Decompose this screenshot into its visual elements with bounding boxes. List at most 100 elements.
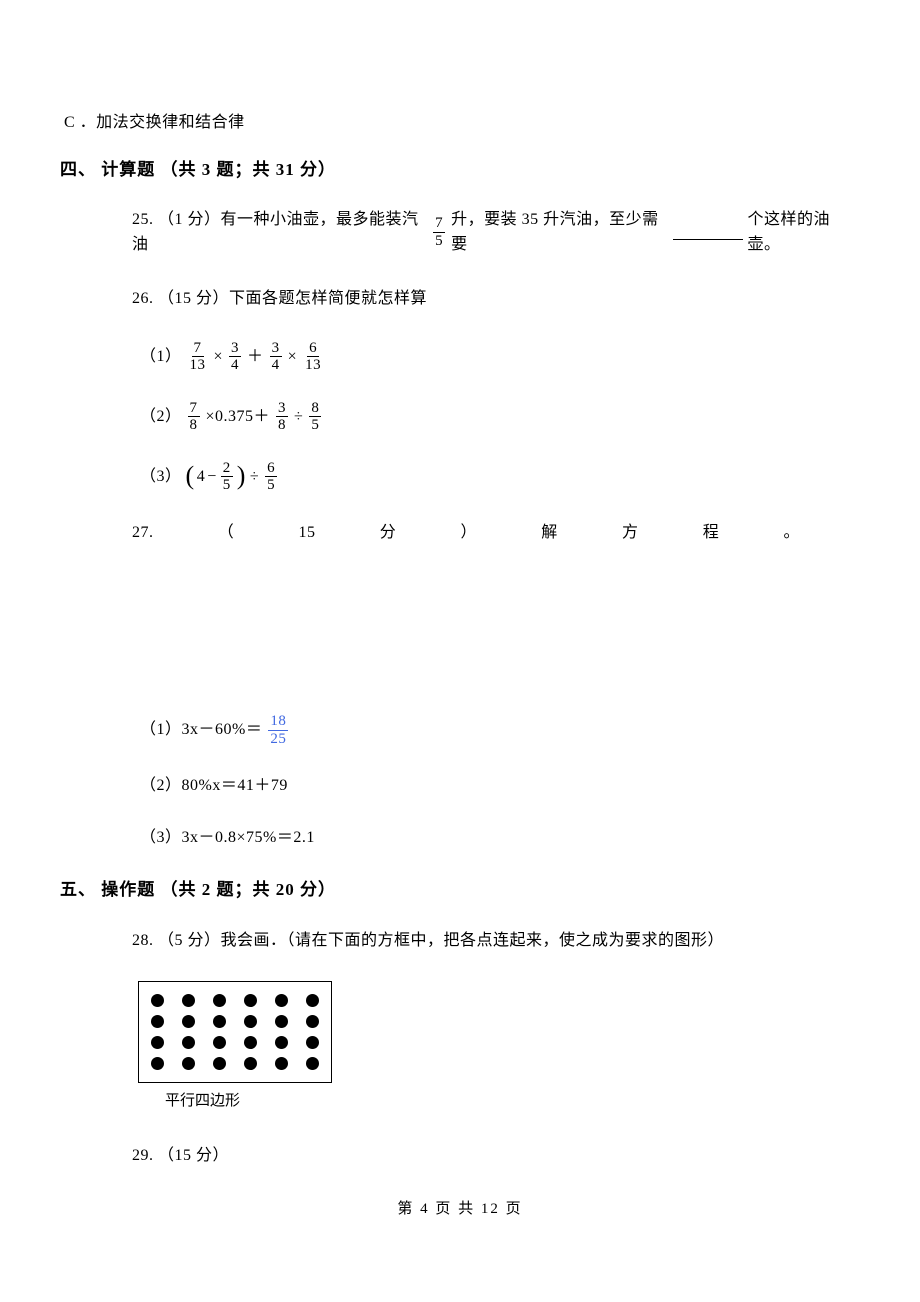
page-footer: 第 4 页 共 12 页 <box>60 1197 860 1221</box>
dot[interactable] <box>151 1057 164 1070</box>
q26-sub-2: （2） 78 ×0.375＋ 38 ÷ 85 <box>140 400 860 434</box>
dot[interactable] <box>244 994 257 1007</box>
fraction: 34 <box>270 340 282 374</box>
q27-sub-3: （3）3x－0.8×75%＝2.1 <box>140 825 860 851</box>
q25-text-pre: 25. （1 分）有一种小油壶，最多能装汽油 <box>132 207 427 258</box>
times-symbol: × <box>288 344 298 370</box>
q27-part: 解 <box>541 520 558 546</box>
dot-row <box>151 1011 319 1032</box>
frac-den: 5 <box>265 477 277 494</box>
whole-number: 4 <box>197 464 206 490</box>
dot-row <box>151 1032 319 1053</box>
frac-num: 6 <box>307 340 319 358</box>
expr-text: （1）3x－60%＝ <box>140 717 262 743</box>
section-5-heading: 五、 操作题 （共 2 题；共 20 分） <box>60 876 860 903</box>
dot[interactable] <box>275 994 288 1007</box>
dot[interactable] <box>182 1057 195 1070</box>
section-4-heading: 四、 计算题 （共 3 题；共 31 分） <box>60 156 860 183</box>
dot[interactable] <box>151 1015 164 1028</box>
fraction: 34 <box>229 340 241 374</box>
frac-den: 5 <box>221 477 233 494</box>
fraction-blue: 1825 <box>268 713 288 747</box>
q27-part: 15 <box>298 520 315 546</box>
frac-num: 18 <box>268 713 288 731</box>
fraction: 25 <box>221 460 233 494</box>
dot[interactable] <box>151 1036 164 1049</box>
frac-den: 25 <box>268 731 288 748</box>
dot[interactable] <box>275 1015 288 1028</box>
frac-num: 3 <box>229 340 241 358</box>
dot-row <box>151 990 319 1011</box>
frac-num: 7 <box>433 215 445 233</box>
q25-text-mid: 升，要装 35 升汽油，至少需要 <box>451 207 669 258</box>
dot[interactable] <box>213 1057 226 1070</box>
q27-part: （ <box>218 520 235 546</box>
minus-symbol: − <box>207 464 217 490</box>
question-29: 29. （15 分） <box>132 1143 860 1169</box>
dot[interactable] <box>275 1036 288 1049</box>
dot[interactable] <box>244 1057 257 1070</box>
expr-text: （2）80%x＝41＋79 <box>140 773 288 799</box>
q27-part: 27. <box>132 520 154 546</box>
question-27: 27. （ 15 分 ） 解 方 程 。 <box>132 520 800 546</box>
dot[interactable] <box>182 1015 195 1028</box>
option-c: C ．加法交换律和结合律 <box>64 110 860 136</box>
right-paren: ) <box>237 463 246 489</box>
expr-text: ×0.375＋ <box>206 404 271 430</box>
q27-sub-2: （2）80%x＝41＋79 <box>140 773 860 799</box>
divide-symbol: ÷ <box>250 464 259 490</box>
fraction: 65 <box>265 460 277 494</box>
frac-den: 4 <box>270 357 282 374</box>
q25-fraction: 7 5 <box>433 215 445 249</box>
dot[interactable] <box>244 1036 257 1049</box>
dot[interactable] <box>213 994 226 1007</box>
dot[interactable] <box>151 994 164 1007</box>
sub-label: （1） <box>140 344 182 370</box>
frac-num: 7 <box>192 340 204 358</box>
q25-text-post: 个这样的油壶。 <box>747 207 860 258</box>
q27-part: 分 <box>380 520 397 546</box>
fill-blank[interactable] <box>673 224 743 240</box>
expr-text: （3）3x－0.8×75%＝2.1 <box>140 825 315 851</box>
dot-grid-caption: 平行四边形 <box>165 1089 860 1113</box>
question-28: 28. （5 分）我会画．（请在下面的方框中，把各点连起来，使之成为要求的图形） <box>132 928 860 954</box>
dot[interactable] <box>213 1036 226 1049</box>
q26-sub-3: （3） ( 4 − 25 ) ÷ 65 <box>140 460 860 494</box>
fraction: 85 <box>309 400 321 434</box>
frac-den: 5 <box>433 233 445 250</box>
frac-den: 13 <box>303 357 323 374</box>
frac-num: 3 <box>270 340 282 358</box>
frac-den: 8 <box>188 417 200 434</box>
fraction: 713 <box>188 340 208 374</box>
dot[interactable] <box>182 1036 195 1049</box>
dot[interactable] <box>306 1015 319 1028</box>
dot[interactable] <box>213 1015 226 1028</box>
times-symbol: × <box>214 344 224 370</box>
paren-expression: ( 4 − 25 ) <box>186 460 246 494</box>
question-25: 25. （1 分）有一种小油壶，最多能装汽油 7 5 升，要装 35 升汽油，至… <box>132 207 860 258</box>
frac-den: 5 <box>309 417 321 434</box>
question-26: 26. （15 分）下面各题怎样简便就怎样算 <box>132 286 860 312</box>
frac-num: 3 <box>276 400 288 418</box>
frac-num: 2 <box>221 460 233 478</box>
frac-den: 13 <box>188 357 208 374</box>
frac-den: 8 <box>276 417 288 434</box>
fraction: 78 <box>188 400 200 434</box>
dot[interactable] <box>306 994 319 1007</box>
sub-label: （2） <box>140 404 182 430</box>
plus-symbol: ＋ <box>247 344 264 370</box>
dot[interactable] <box>275 1057 288 1070</box>
dot[interactable] <box>306 1057 319 1070</box>
dot-grid[interactable] <box>138 981 332 1083</box>
dot[interactable] <box>244 1015 257 1028</box>
q27-part: 方 <box>622 520 639 546</box>
left-paren: ( <box>186 463 195 489</box>
frac-num: 8 <box>309 400 321 418</box>
sub-label: （3） <box>140 464 182 490</box>
q27-sub-1: （1）3x－60%＝ 1825 <box>140 713 860 747</box>
dot-grid-container <box>138 981 860 1083</box>
dot[interactable] <box>306 1036 319 1049</box>
q26-sub-1: （1） 713 × 34 ＋ 34 × 613 <box>140 340 860 374</box>
divide-symbol: ÷ <box>294 404 303 430</box>
dot[interactable] <box>182 994 195 1007</box>
